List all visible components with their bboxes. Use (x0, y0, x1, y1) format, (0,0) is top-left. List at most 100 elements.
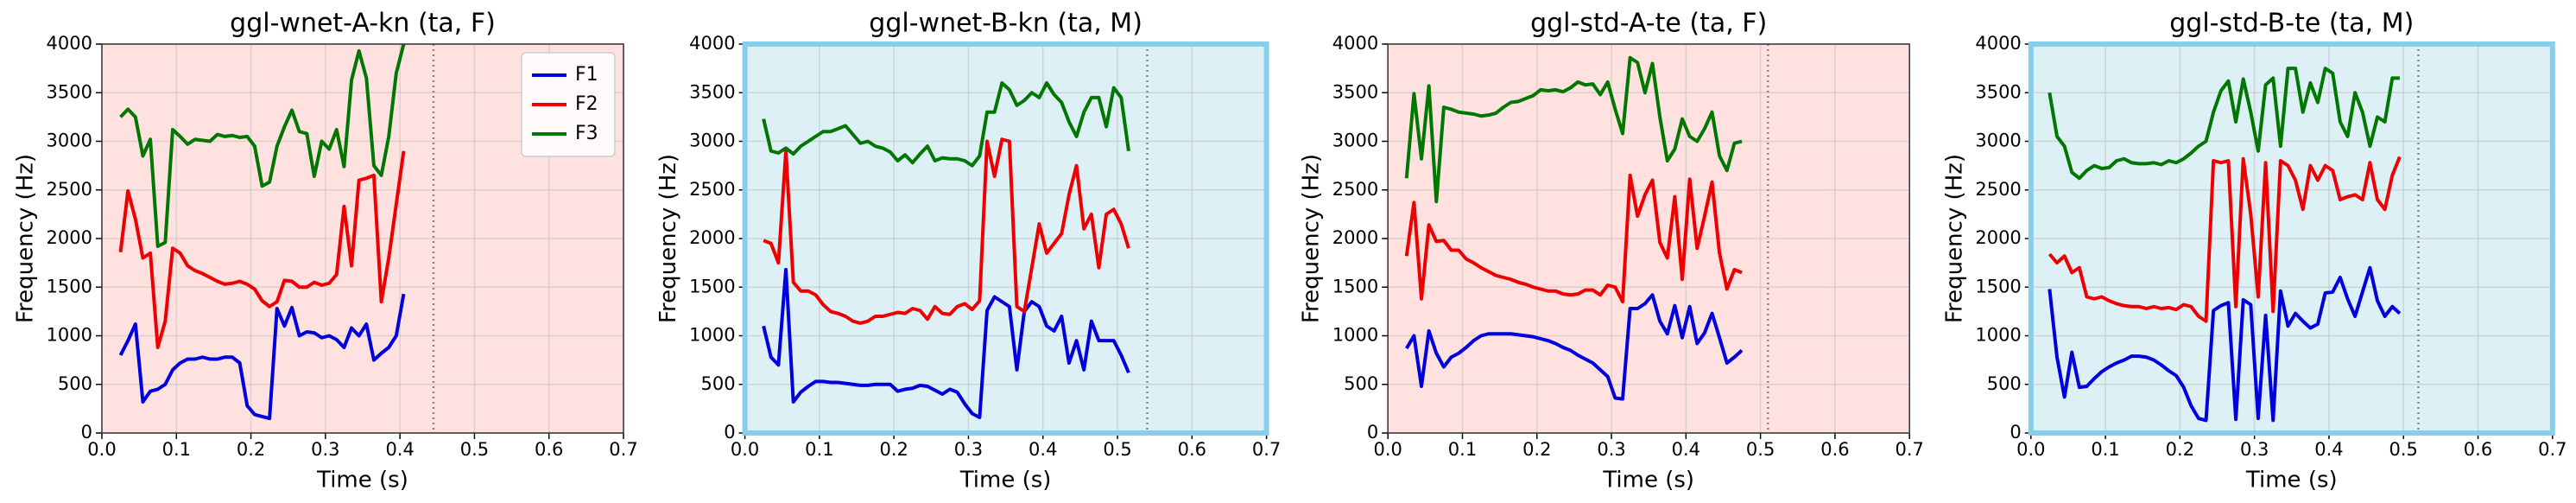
x-tick-label: 0.2 (2166, 439, 2194, 460)
y-tick-label: 3500 (47, 81, 92, 102)
chart-title: ggl-wnet-B-kn (ta, M) (869, 9, 1142, 39)
x-tick-label: 0.0 (87, 439, 116, 460)
formant-line (762, 81, 1130, 168)
y-tick-label: 1000 (1332, 325, 1378, 346)
plot-border (742, 41, 1269, 436)
x-tick-label: 0.6 (2464, 439, 2492, 460)
x-axis-label: Time (s) (316, 468, 408, 493)
formant-line (763, 137, 1130, 325)
plot-area (2048, 67, 2402, 423)
formant-line (2048, 67, 2400, 181)
y-axis-label: Frequency (Hz) (655, 154, 681, 323)
y-tick-label: 3000 (1975, 131, 2021, 151)
y-tick-label: 2500 (689, 179, 735, 200)
y-tick-label: 1500 (47, 276, 92, 296)
formant-line (762, 268, 1130, 419)
x-tick-label: 0.1 (805, 439, 833, 460)
y-tick-label: 1500 (1975, 276, 2021, 296)
y-tick-label: 3000 (689, 131, 735, 151)
y-tick-label: 2000 (689, 227, 735, 248)
chart-title: ggl-std-A-te (ta, F) (1530, 9, 1767, 39)
y-tick-label: 4000 (1332, 33, 1378, 54)
y-tick-label: 3500 (1332, 81, 1378, 102)
x-tick-label: 0.3 (1597, 439, 1625, 460)
chart-title: ggl-wnet-A-kn (ta, F) (230, 9, 496, 39)
y-tick-label: 2500 (1975, 179, 2021, 200)
subplot: 0.0 0.1 0.2 0.3 0.4 0.5 0.6 0.7 0 500 1000 1500 2000… (1941, 9, 2567, 493)
x-tick-label: 0.1 (2091, 439, 2119, 460)
formant-line (2048, 156, 2402, 323)
y-tick-label: 3500 (689, 81, 735, 102)
x-tick-label: 0.5 (2389, 439, 2418, 460)
y-tick-label: 2500 (47, 179, 92, 200)
x-tick-label: 0.1 (162, 439, 191, 460)
formant-line (1404, 173, 1743, 304)
y-tick-label: 2500 (1332, 179, 1378, 200)
formant-line (1404, 55, 1743, 204)
y-tick-label: 4000 (689, 33, 735, 54)
x-tick-label: 0.6 (1178, 439, 1206, 460)
formant-line (1405, 293, 1744, 401)
subplot: 0.0 0.1 0.2 0.3 0.4 0.5 0.6 0.7 0 500 1000 1500 2000… (1299, 9, 1924, 493)
x-tick-label: 0.5 (1746, 439, 1775, 460)
plot-border (101, 43, 624, 434)
legend-box (521, 52, 616, 157)
formant-line (119, 43, 406, 248)
y-tick-label: 1500 (1332, 276, 1378, 296)
x-tick-label: 0.5 (460, 439, 489, 460)
y-tick-label: 2000 (47, 227, 92, 248)
y-tick-label: 4000 (47, 33, 92, 54)
x-tick-label: 0.0 (1373, 439, 1402, 460)
subplot: 0.0 0.1 0.2 0.3 0.4 0.5 0.6 0.7 0 500 1000 1500 2000… (13, 9, 638, 493)
plot-area (1404, 55, 1744, 401)
x-tick-label: 0.5 (1103, 439, 1131, 460)
x-axis-label: Time (s) (1602, 468, 1694, 493)
legend-label: F3 (575, 123, 598, 144)
x-tick-label: 0.1 (1448, 439, 1477, 460)
y-tick-label: 1000 (689, 325, 735, 346)
formant-line (118, 150, 406, 349)
x-tick-label: 0.2 (1522, 439, 1551, 460)
x-tick-label: 0.7 (1895, 439, 1923, 460)
y-tick-label: 3500 (1975, 81, 2021, 102)
chart-title: ggl-std-B-te (ta, M) (2169, 9, 2414, 39)
y-tick-label: 2000 (1975, 227, 2021, 248)
formant-line (118, 293, 406, 421)
x-tick-label: 0.4 (1029, 439, 1057, 460)
y-axis-label: Frequency (Hz) (13, 154, 39, 323)
x-tick-label: 0.3 (311, 439, 339, 460)
x-tick-label: 0.0 (731, 439, 759, 460)
x-tick-label: 0.7 (1252, 439, 1281, 460)
y-tick-label: 1000 (47, 325, 92, 346)
y-tick-label: 2000 (1332, 227, 1378, 248)
x-tick-label: 0.6 (1820, 439, 1849, 460)
x-axis-label: Time (s) (2245, 468, 2338, 493)
plot-area (118, 43, 406, 421)
formant-line (2048, 265, 2402, 423)
y-tick-label: 500 (1344, 373, 1378, 394)
y-tick-label: 0 (2010, 422, 2021, 443)
subplot: 0.0 0.1 0.2 0.3 0.4 0.5 0.6 0.7 0 500 1000 1500 2000… (655, 9, 1281, 493)
legend-label: F1 (575, 64, 598, 86)
y-tick-label: 0 (724, 422, 735, 443)
y-tick-label: 500 (58, 373, 92, 394)
y-tick-label: 1000 (1975, 325, 2021, 346)
y-tick-label: 500 (1987, 373, 2022, 394)
plot-border (2028, 41, 2555, 436)
y-tick-label: 500 (701, 373, 736, 394)
y-tick-label: 3000 (47, 131, 92, 151)
x-tick-label: 0.2 (879, 439, 908, 460)
y-tick-label: 4000 (1975, 33, 2021, 54)
y-tick-label: 0 (1367, 422, 1378, 443)
x-tick-label: 0.7 (2538, 439, 2567, 460)
y-axis-label: Frequency (Hz) (1941, 154, 1967, 323)
x-tick-label: 0.0 (2016, 439, 2045, 460)
x-tick-label: 0.2 (237, 439, 265, 460)
y-tick-label: 3000 (1332, 131, 1378, 151)
y-tick-label: 0 (81, 422, 92, 443)
legend-label: F2 (575, 93, 598, 115)
plot-area (762, 81, 1130, 419)
x-tick-label: 0.6 (535, 439, 563, 460)
x-tick-label: 0.4 (2314, 439, 2343, 460)
